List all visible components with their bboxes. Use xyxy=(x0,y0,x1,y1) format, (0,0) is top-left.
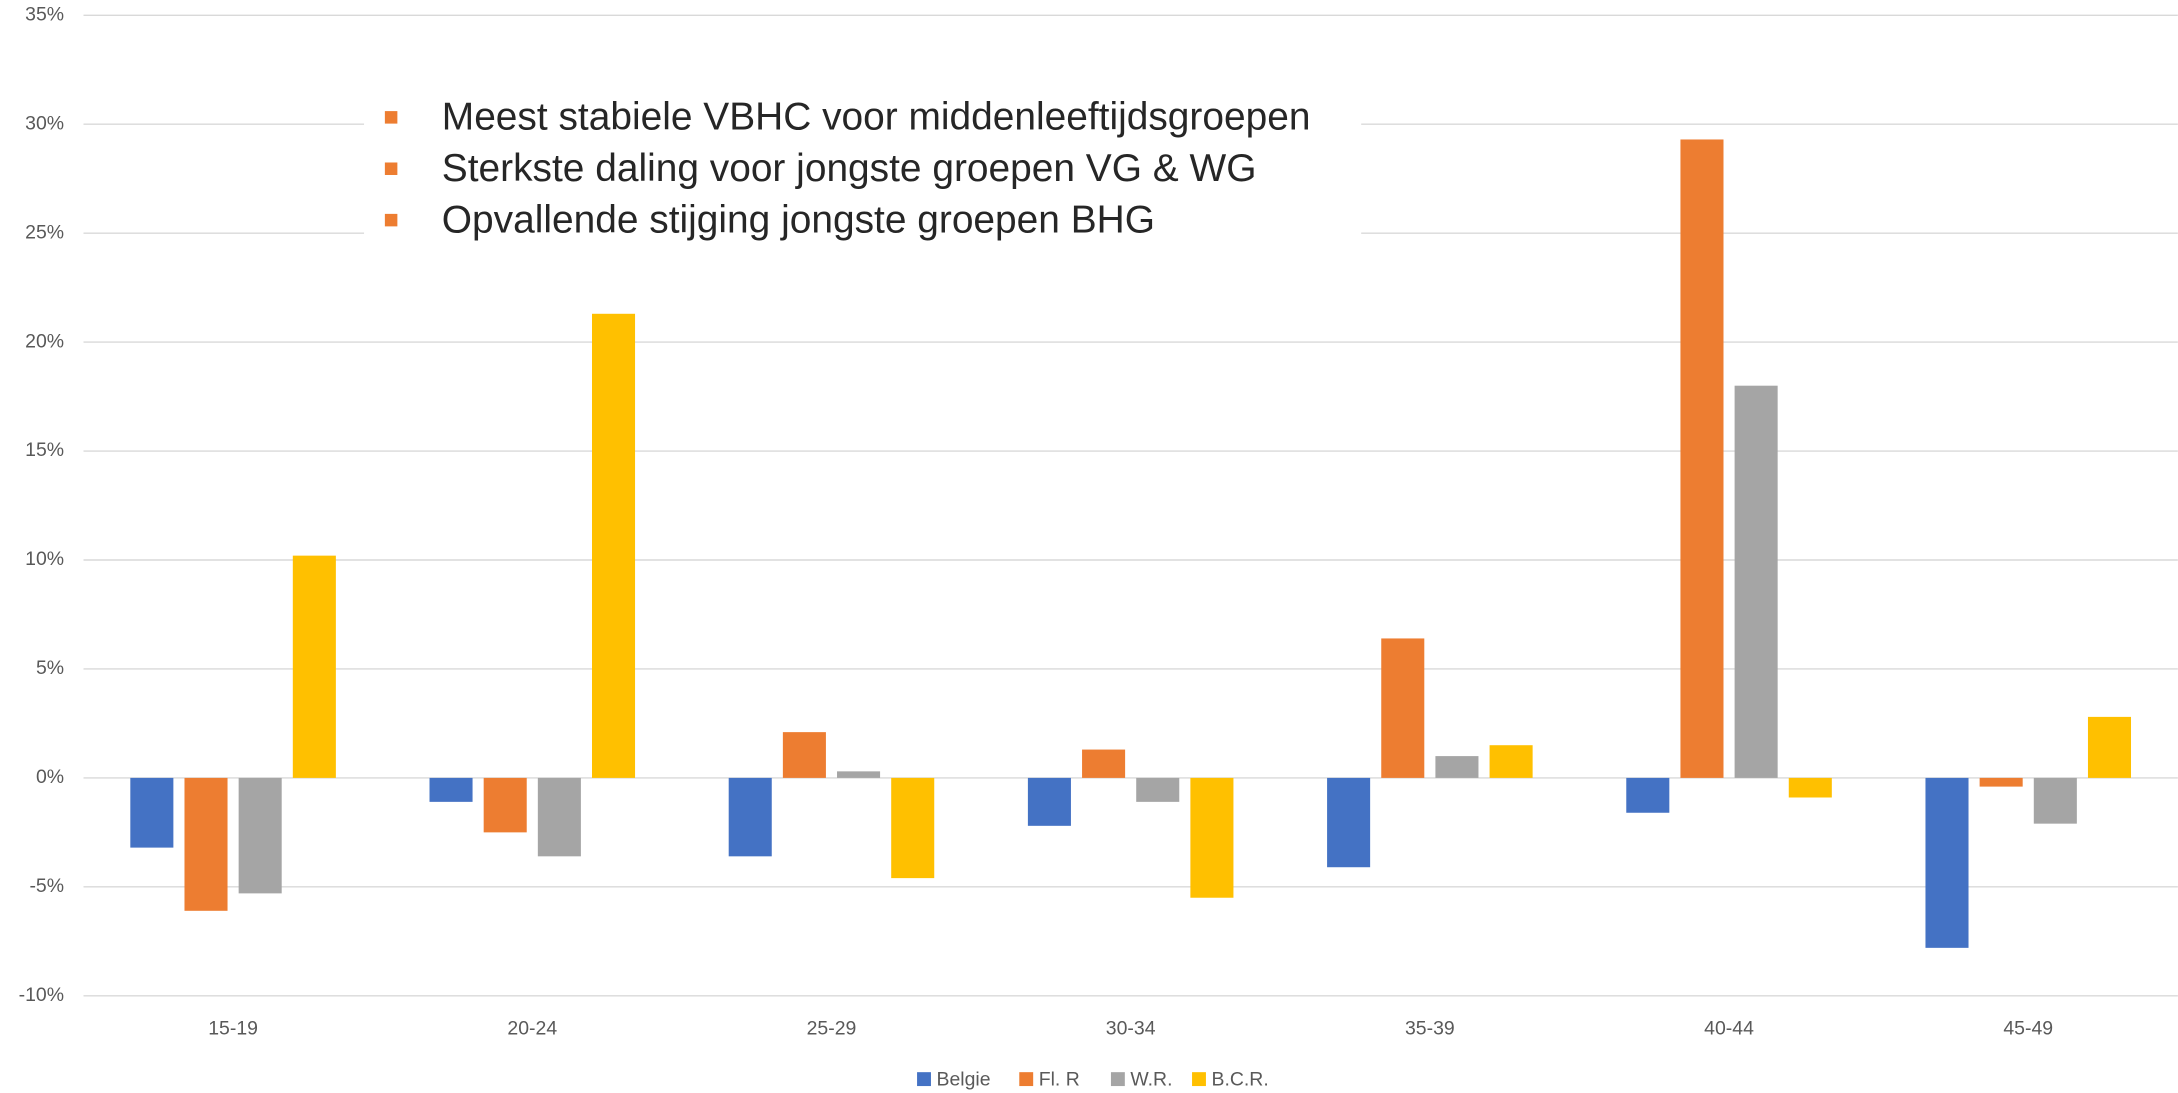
x-tick-label: 15-19 xyxy=(208,1017,258,1039)
bar xyxy=(1489,745,1533,778)
y-tick-label: 30% xyxy=(25,112,64,134)
bar xyxy=(1027,777,1071,826)
bar xyxy=(238,777,282,894)
legend-swatch xyxy=(917,1072,931,1087)
annotation: Sterkste daling voor jongste groepen VG … xyxy=(442,147,1257,190)
y-tick-label: 0% xyxy=(36,766,64,788)
bar xyxy=(1734,385,1778,778)
bar xyxy=(2033,777,2077,824)
bar xyxy=(2087,716,2132,778)
bar xyxy=(592,313,636,778)
bar xyxy=(1190,777,1234,898)
x-tick-label: 30-34 xyxy=(1106,1017,1156,1039)
bars xyxy=(130,139,2132,948)
bar xyxy=(1788,777,1832,798)
y-tick-label: 15% xyxy=(25,439,64,461)
legend-swatch xyxy=(1110,1072,1125,1087)
bar xyxy=(1626,777,1670,813)
bar xyxy=(483,777,527,833)
legend-label: Fl. R xyxy=(1039,1069,1080,1091)
bar xyxy=(1381,638,1425,778)
bar xyxy=(782,732,826,778)
legend-label: B.C.R. xyxy=(1211,1069,1268,1091)
x-tick-label: 40-44 xyxy=(1704,1017,1754,1039)
bullet xyxy=(384,213,398,227)
y-tick-label: 35% xyxy=(25,3,64,25)
annotation: Opvallende stijging jongste groepen BHG xyxy=(442,198,1155,241)
x-tick-label: 45-49 xyxy=(2003,1017,2053,1039)
bar xyxy=(1925,777,1969,948)
bar xyxy=(429,777,473,802)
bar xyxy=(537,777,581,857)
bar xyxy=(1435,756,1479,778)
bar xyxy=(292,555,336,778)
x-tick-label: 20-24 xyxy=(507,1017,557,1039)
legend-label: W.R. xyxy=(1130,1069,1172,1091)
bar xyxy=(1136,777,1180,802)
grid: -10% -5% 0% 5% 10% 15% 20% 25% 30% 35% 15-19 20-24 2… xyxy=(19,3,2178,1039)
annotation-box xyxy=(364,80,1362,253)
y-tick-label: -10% xyxy=(19,984,64,1006)
x-tick-label: 35-39 xyxy=(1405,1017,1455,1039)
legend-label: Belgie xyxy=(937,1069,991,1091)
y-tick-label: 20% xyxy=(25,330,64,352)
bar xyxy=(837,771,881,778)
legend-swatch xyxy=(1019,1072,1034,1087)
x-tick-label: 25-29 xyxy=(807,1017,857,1039)
bar xyxy=(184,777,228,911)
y-tick-label: 25% xyxy=(25,221,64,243)
bar xyxy=(891,777,935,879)
annotation: Meest stabiele VBHC voor middenleeftijds… xyxy=(442,96,1311,139)
bar xyxy=(1680,139,1724,778)
bullet xyxy=(384,111,398,124)
legend-swatch xyxy=(1192,1072,1206,1087)
y-tick-label: -5% xyxy=(29,875,64,897)
bar xyxy=(1979,777,2023,787)
bar xyxy=(1082,749,1126,778)
bar xyxy=(1327,777,1371,868)
bar xyxy=(728,777,772,857)
bullet xyxy=(384,162,398,175)
y-tick-label: 5% xyxy=(36,657,64,679)
bar xyxy=(130,777,174,848)
y-tick-label: 10% xyxy=(25,548,64,570)
legend: Belgie Fl. R W.R. B.C.R. xyxy=(917,1069,1269,1091)
